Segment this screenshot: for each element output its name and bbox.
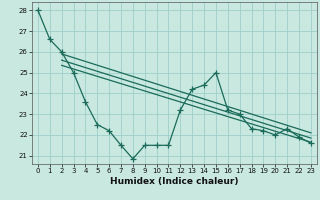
X-axis label: Humidex (Indice chaleur): Humidex (Indice chaleur) (110, 177, 239, 186)
